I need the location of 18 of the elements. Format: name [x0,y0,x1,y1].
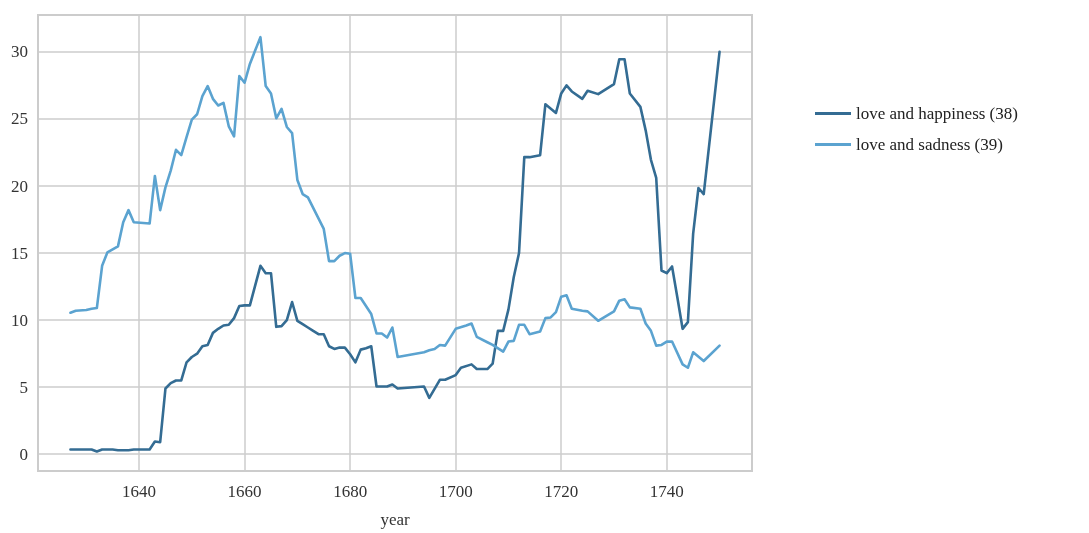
y-tick-label: 5 [19,377,28,397]
x-axis-title: year [380,510,410,529]
legend-label: love and happiness (38) [856,104,1018,123]
y-tick-label: 20 [11,176,28,196]
line-series [69,50,721,453]
y-tick-label: 25 [11,109,28,129]
legend-label: love and sadness (39) [856,135,1003,154]
y-tick-label: 30 [11,42,28,62]
x-tick-label: 1700 [438,482,473,501]
x-tick-label: 1640 [122,482,157,501]
y-tick-label: 10 [11,310,28,330]
y-tick-label: 0 [19,444,28,464]
line-series [69,35,721,370]
x-tick-label: 1740 [649,482,684,501]
x-tick-label: 1680 [333,482,368,501]
x-tick-label: 1720 [544,482,579,501]
y-tick-label: 15 [11,243,28,263]
x-tick-label: 1660 [227,482,262,501]
